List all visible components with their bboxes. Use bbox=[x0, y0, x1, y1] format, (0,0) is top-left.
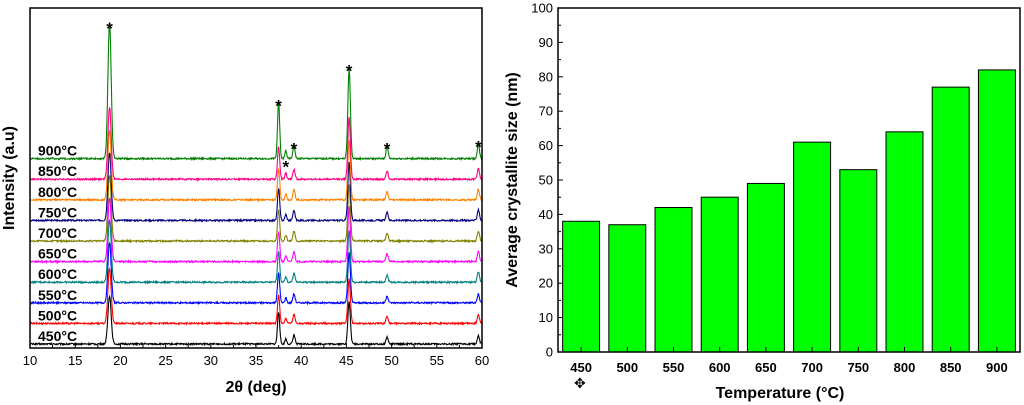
bar-600 bbox=[700, 196, 739, 353]
bar-y-tick-label: 10 bbox=[539, 310, 553, 325]
xrd-temperature-label: 500°C bbox=[38, 307, 77, 323]
bar-y-tick-label: 30 bbox=[539, 241, 553, 256]
xrd-x-ticks: 10 15 20 25 30 35 40 45 50 55 60 bbox=[23, 343, 489, 368]
xrd-peak-star: * bbox=[283, 158, 290, 177]
xrd-peak-markers: ****** * bbox=[106, 19, 482, 177]
bar-series bbox=[562, 69, 1016, 353]
xrd-x-tick-label: 15 bbox=[68, 353, 82, 368]
bar-y-tick-label: 100 bbox=[531, 1, 553, 16]
xrd-temperature-label: 450°C bbox=[38, 328, 77, 344]
xrd-trace-550c bbox=[29, 241, 483, 306]
xrd-x-tick-label: 10 bbox=[23, 353, 37, 368]
bar-x-tick-label: 800 bbox=[894, 360, 916, 375]
xrd-temperature-labels: 450°C 500°C 550°C 600°C 650°C 700°C 750°C 800°C… bbox=[38, 143, 77, 344]
xrd-x-tick-label: 55 bbox=[430, 353, 444, 368]
bar-y-tick-label: 70 bbox=[539, 104, 553, 119]
bar-x-tick-label: 450 bbox=[570, 360, 592, 375]
bar-y-tick-label: 40 bbox=[539, 207, 553, 222]
bar-900 bbox=[977, 69, 1016, 353]
bar-650 bbox=[746, 182, 785, 353]
xrd-x-tick-label: 45 bbox=[339, 353, 353, 368]
bar-700 bbox=[793, 141, 832, 353]
xrd-peak-star: * bbox=[346, 62, 353, 81]
xrd-temperature-label: 850°C bbox=[38, 163, 77, 179]
bar-y-tick-label: 80 bbox=[539, 69, 553, 84]
bar-750 bbox=[839, 169, 878, 353]
xrd-y-axis-title: Intensity (a.u) bbox=[1, 126, 18, 230]
xrd-x-tick-label: 20 bbox=[113, 353, 127, 368]
bar-y-ticks: 0 10 20 30 40 50 60 70 80 90 100 bbox=[531, 1, 563, 360]
bar-x-tick-label: 700 bbox=[801, 360, 823, 375]
xrd-x-tick-label: 60 bbox=[475, 353, 489, 368]
xrd-temperature-label: 600°C bbox=[38, 266, 77, 282]
xrd-trace-500c bbox=[29, 267, 483, 327]
xrd-x-axis-title: 2θ (deg) bbox=[225, 379, 286, 396]
bar-x-tick-label: 750 bbox=[847, 360, 869, 375]
xrd-trace-600c bbox=[29, 218, 483, 285]
xrd-x-tick-label: 25 bbox=[158, 353, 172, 368]
bar-x-tick-label: 900 bbox=[986, 360, 1008, 375]
bar-y-tick-label: 20 bbox=[539, 276, 553, 291]
bar-x-ticks: 450 500 550 600 650 700 750 800 850 900 bbox=[570, 347, 1008, 375]
bar-850 bbox=[931, 86, 970, 353]
xrd-peak-star: * bbox=[106, 19, 113, 38]
bar-450 bbox=[562, 220, 601, 353]
bar-y-tick-label: 90 bbox=[539, 35, 553, 50]
bar-y-tick-label: 0 bbox=[546, 345, 553, 360]
xrd-peak-star: * bbox=[291, 140, 298, 159]
xrd-trace-700c bbox=[29, 175, 483, 244]
xrd-temperature-label: 800°C bbox=[38, 184, 77, 200]
xrd-trace-750c bbox=[29, 152, 483, 223]
xrd-panel: 10 15 20 25 30 35 40 45 50 55 60 450°C 500°C 550°C 60… bbox=[1, 7, 489, 396]
bar-y-axis-title: Average crystallite size (nm) bbox=[504, 72, 521, 288]
xrd-temperature-label: 550°C bbox=[38, 287, 77, 303]
bar-x-tick-label: 500 bbox=[616, 360, 638, 375]
xrd-peak-star: * bbox=[275, 97, 282, 116]
bar-550 bbox=[654, 207, 693, 353]
xrd-peak-star: * bbox=[384, 140, 391, 159]
bar-x-axis-title: Temperature (°C) bbox=[716, 385, 845, 402]
bar-500 bbox=[608, 224, 647, 353]
xrd-x-tick-label: 30 bbox=[204, 353, 218, 368]
xrd-temperature-label: 700°C bbox=[38, 225, 77, 241]
crystallite-bar-panel: 0 10 20 30 40 50 60 70 80 90 100 450 500 550 600 650 70… bbox=[504, 1, 1021, 402]
xrd-x-tick-label: 50 bbox=[384, 353, 398, 368]
xrd-temperature-label: 650°C bbox=[38, 246, 77, 262]
bar-800 bbox=[885, 131, 924, 353]
bar-x-tick-label: 850 bbox=[940, 360, 962, 375]
bar-y-tick-label: 60 bbox=[539, 138, 553, 153]
bar-x-tick-label: 550 bbox=[663, 360, 685, 375]
xrd-trace-850c bbox=[29, 107, 483, 182]
cursor-icon: ✥ bbox=[574, 375, 586, 391]
xrd-traces bbox=[29, 23, 483, 347]
xrd-x-tick-label: 40 bbox=[294, 353, 308, 368]
xrd-x-tick-label: 35 bbox=[249, 353, 263, 368]
xrd-trace-900c bbox=[29, 23, 483, 162]
bar-y-tick-label: 50 bbox=[539, 173, 553, 188]
xrd-temperature-label: 900°C bbox=[38, 143, 77, 159]
xrd-temperature-label: 750°C bbox=[38, 204, 77, 220]
xrd-trace-650c bbox=[29, 197, 483, 265]
xrd-peak-star: * bbox=[475, 138, 482, 157]
xrd-trace-800c bbox=[29, 129, 483, 203]
bar-x-tick-label: 650 bbox=[755, 360, 777, 375]
bar-x-tick-label: 600 bbox=[709, 360, 731, 375]
